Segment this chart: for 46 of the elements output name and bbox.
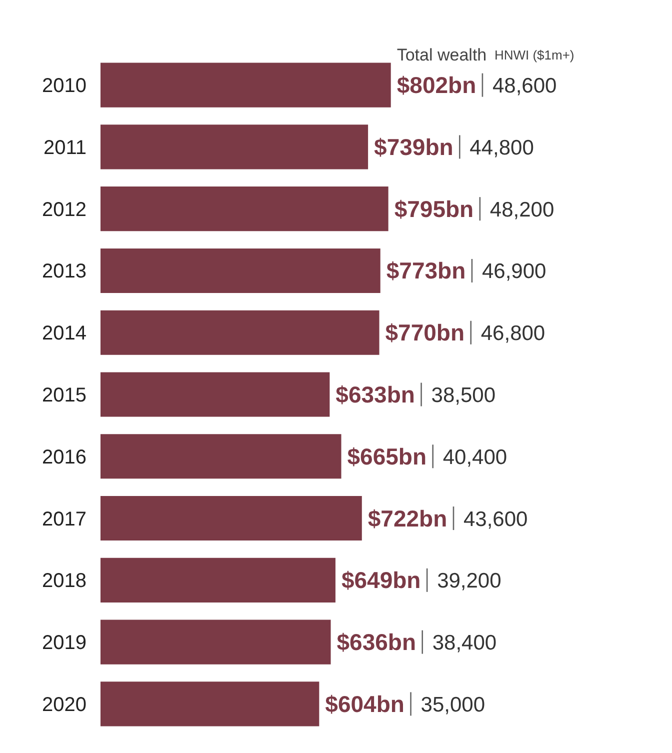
- text: 44,800: [470, 136, 534, 160]
- y-tick-label: 2010: [42, 75, 87, 98]
- text: 35,000: [420, 693, 486, 716]
- bar: [100, 62, 391, 108]
- y-tick-label: 2019: [42, 632, 87, 654]
- bar: [100, 310, 380, 355]
- y-tick-label: 2017: [42, 508, 87, 530]
- text: 39,200: [437, 570, 502, 593]
- bar: [100, 186, 388, 232]
- bar: [100, 434, 342, 479]
- data-label: $773bn: [386, 258, 466, 284]
- y-tick-label: 2018: [42, 570, 87, 592]
- text: 46,900: [482, 260, 546, 284]
- bar: [100, 372, 330, 417]
- text: HNWI ($1m+): [494, 48, 574, 63]
- data-label: $770bn: [385, 320, 465, 346]
- bar: [100, 620, 331, 664]
- text: 38,400: [432, 632, 497, 655]
- y-tick-label: 2020: [42, 694, 87, 716]
- bar: [100, 124, 368, 170]
- text: 38,500: [431, 384, 496, 407]
- data-label: $636bn: [336, 629, 416, 656]
- bar: [100, 248, 380, 294]
- y-tick-label: 2014: [42, 322, 87, 345]
- y-tick-label: 2011: [43, 136, 87, 159]
- data-label: $802bn: [396, 72, 476, 98]
- data-label: $604bn: [325, 690, 404, 717]
- text: 43,600: [463, 508, 528, 531]
- data-label: $665bn: [347, 443, 427, 470]
- text: 48,200: [490, 198, 554, 222]
- text: 48,600: [492, 74, 557, 98]
- data-label: $722bn: [368, 505, 448, 532]
- data-label: $739bn: [374, 134, 454, 160]
- y-tick-label: 2013: [42, 260, 87, 283]
- bar: [100, 558, 336, 602]
- text: 40,400: [442, 446, 508, 469]
- bar: [100, 496, 362, 541]
- text: Total wealth: [396, 46, 487, 65]
- data-label: $795bn: [394, 196, 474, 222]
- y-tick-label: 2012: [42, 198, 87, 221]
- y-tick-label: 2015: [42, 384, 87, 406]
- bar: [100, 682, 320, 726]
- data-label: $633bn: [336, 382, 415, 408]
- text: 46,800: [480, 322, 546, 346]
- y-tick-label: 2016: [42, 446, 87, 468]
- data-label: $649bn: [341, 567, 421, 594]
